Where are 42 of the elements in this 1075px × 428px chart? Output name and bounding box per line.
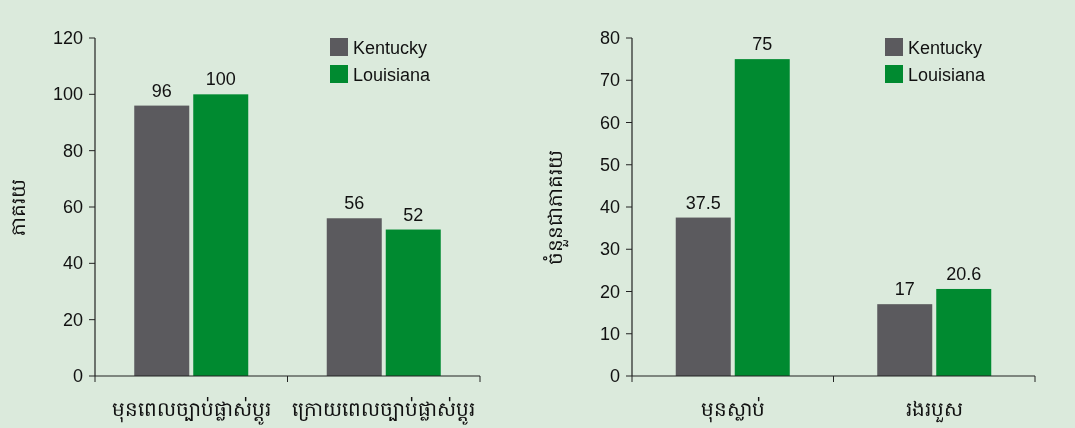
data-label: 56 [344, 193, 365, 214]
bar [385, 229, 441, 376]
bar [936, 288, 992, 376]
bar [675, 217, 731, 376]
x-tick-label: មុនស្លាប់ [700, 396, 765, 423]
data-label: 52 [403, 204, 424, 225]
legend-label: Louisiana [353, 65, 432, 85]
data-label: 96 [151, 80, 172, 101]
y-tick-label: 120 [52, 28, 83, 48]
y-tick-label: 80 [62, 140, 83, 161]
data-label: 100 [205, 69, 236, 90]
y-tick-label: 60 [599, 112, 620, 133]
bar [134, 105, 190, 376]
legend-label: Kentucky [353, 38, 428, 58]
y-tick-label: 40 [599, 197, 620, 217]
x-tick-label: រងរបួស [905, 398, 963, 423]
data-label: 37.5 [685, 192, 721, 213]
data-label: 20.6 [946, 263, 982, 284]
y-tick-label: 30 [599, 239, 620, 260]
y-tick-label: 80 [599, 28, 620, 48]
data-label: 75 [752, 34, 773, 55]
legend-label: Louisiana [908, 65, 987, 85]
y-axis-title: ចំនួនជាភាគរយ [542, 149, 569, 265]
y-axis-title: ភាគរយ [7, 178, 29, 236]
x-tick-label: ក្រោយពេលច្បាប់ផ្លាស់ប្តូរ [292, 396, 476, 425]
data-label: 17 [894, 279, 915, 300]
y-tick-label: 20 [62, 309, 83, 330]
y-tick-label: 60 [62, 197, 83, 217]
bar [193, 94, 249, 376]
legend-label: Kentucky [908, 38, 983, 58]
y-tick-label: 40 [62, 253, 83, 274]
y-tick-label: 50 [599, 154, 620, 175]
x-tick-label: មុនពេលច្បាប់ផ្លាស់ប្តូរ [111, 396, 271, 425]
y-tick-label: 0 [72, 366, 83, 386]
y-tick-label: 70 [599, 70, 620, 91]
y-tick-label: 20 [599, 281, 620, 302]
y-tick-label: 10 [599, 323, 620, 344]
bar [734, 59, 790, 376]
y-tick-label: 100 [52, 84, 83, 105]
bar [877, 304, 933, 376]
y-tick-label: 0 [609, 366, 620, 386]
bar [326, 218, 382, 376]
